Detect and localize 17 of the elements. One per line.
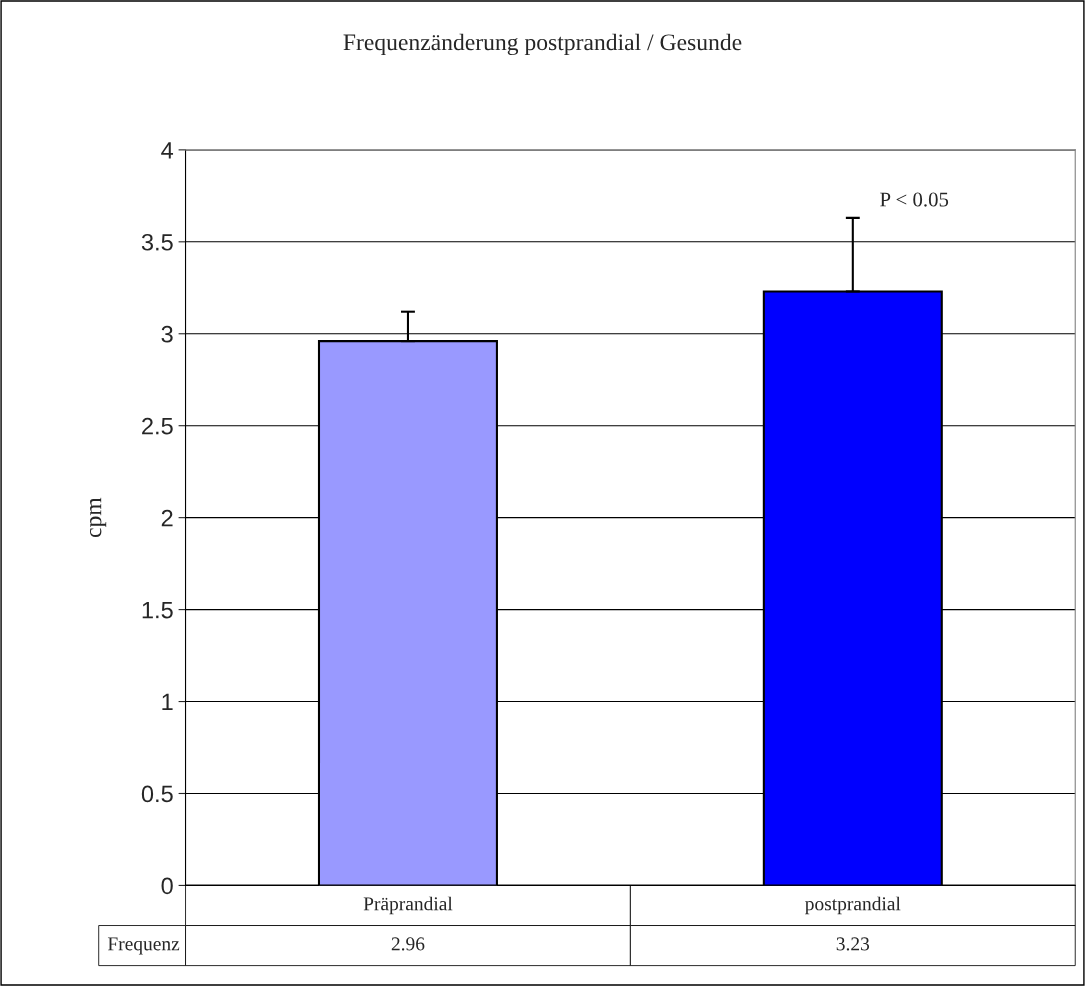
y-axis-title: cpm — [90, 497, 107, 538]
y-tick-label: 2.5 — [142, 417, 173, 435]
data-label: 3.23 — [836, 937, 870, 951]
y-tick-label: 4 — [161, 142, 174, 159]
y-tick-label: 3.5 — [141, 233, 173, 251]
y-tick-label: 3 — [161, 325, 173, 343]
y-tick-label: 0 — [161, 877, 173, 895]
y-tick-label: 1 — [162, 693, 173, 711]
text: Frequenz — [107, 937, 180, 955]
chart-title: Frequenzänderung postprandial / Gesunde — [343, 33, 742, 56]
data-label: 2.96 — [391, 937, 425, 951]
x-tick-label: Präprandial — [363, 896, 453, 915]
y-tick-label: 0.5 — [141, 785, 173, 803]
x-tick-label: postprandial — [805, 896, 901, 915]
y-tick-label: 1.5 — [142, 601, 173, 619]
annotation: P < 0.05 — [880, 192, 949, 207]
y-tick-label: 2 — [161, 509, 173, 527]
